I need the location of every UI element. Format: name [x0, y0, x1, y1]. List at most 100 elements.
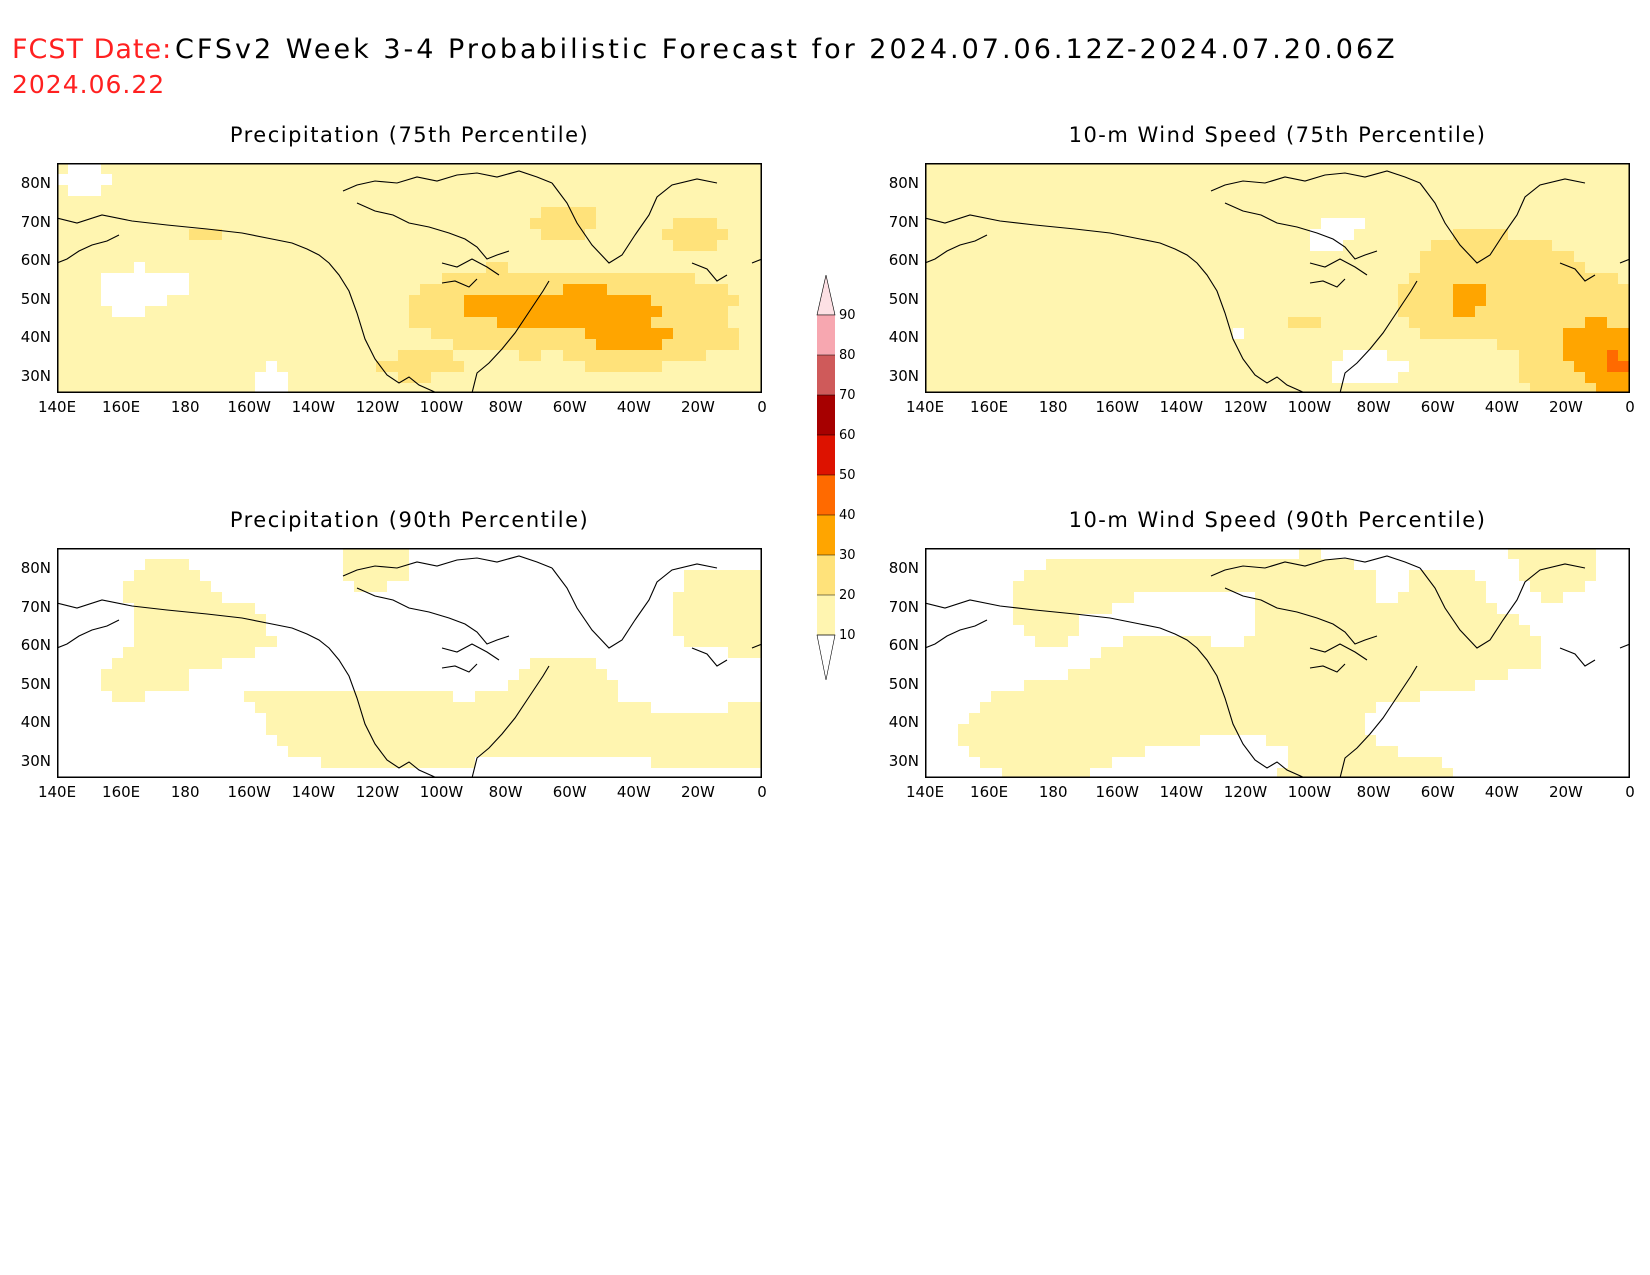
- lon-tick-label: 180: [1038, 398, 1068, 416]
- lat-tick-label: 70N: [888, 213, 919, 231]
- contour-fill: [57, 548, 762, 778]
- map-frame: [925, 163, 1630, 393]
- lon-tick-label: 100W: [1287, 783, 1332, 801]
- lon-tick-label: 160W: [227, 783, 271, 801]
- colorbar-segment: [817, 595, 835, 635]
- lat-tick-label: 80N: [888, 174, 919, 192]
- coastline: [57, 555, 762, 778]
- map-precip-90: [57, 548, 762, 778]
- panel-precip-90: Precipitation (90th Percentile): [57, 508, 762, 778]
- lat-tick-label: 80N: [888, 559, 919, 577]
- lon-tick-label: 40W: [1484, 398, 1519, 416]
- lon-tick-label: 80W: [1356, 783, 1391, 801]
- colorbar-level-label: 40: [839, 508, 856, 523]
- forecast-date: 2024.06.22: [12, 70, 166, 99]
- lat-tick-label: 60N: [888, 251, 919, 269]
- lat-tick-label: 40N: [888, 713, 919, 731]
- colorbar-segment: [817, 475, 835, 515]
- lon-tick-label: 40W: [616, 398, 651, 416]
- colorbar-segment: [817, 435, 835, 475]
- lon-tick-label: 140W: [291, 783, 336, 801]
- lon-tick-label: 160E: [970, 783, 1009, 801]
- lat-tick-label: 80N: [20, 559, 51, 577]
- lat-tick-label: 30N: [888, 752, 919, 770]
- lon-tick-label: 140E: [37, 398, 77, 416]
- panel-wind-75: 10-m Wind Speed (75th Percentile): [925, 123, 1630, 393]
- lon-tick-label: 140E: [37, 783, 77, 801]
- lon-tick-label: 140E: [905, 398, 945, 416]
- coastline: [57, 170, 762, 393]
- lon-tick-label: 120W: [355, 398, 400, 416]
- lat-tick-label: 60N: [888, 636, 919, 654]
- lat-tick-label: 50N: [888, 675, 919, 693]
- map-wind-75: [925, 163, 1630, 393]
- lat-tick-label: 70N: [20, 598, 51, 616]
- panel-wind-90: 10-m Wind Speed (90th Percentile): [925, 508, 1630, 778]
- lat-tick-label: 30N: [20, 752, 51, 770]
- lon-tick-label: 140E: [905, 783, 945, 801]
- lon-tick-label: 80W: [488, 398, 523, 416]
- colorbar-segment: [817, 395, 835, 435]
- colorbar-level-label: 20: [839, 588, 856, 603]
- lon-tick-label: 100W: [419, 398, 464, 416]
- page-title: CFSv2 Week 3-4 Probabilistic Forecast fo…: [175, 34, 1398, 65]
- contour-fill: [57, 163, 762, 393]
- lon-tick-label: 120W: [1223, 783, 1268, 801]
- lon-tick-label: 140W: [291, 398, 336, 416]
- lon-tick-label: 20W: [680, 783, 715, 801]
- lat-tick-label: 70N: [20, 213, 51, 231]
- colorbar-segment: [817, 515, 835, 555]
- lon-tick-label: 20W: [680, 398, 715, 416]
- lat-tick-label: 30N: [20, 367, 51, 385]
- lat-tick-label: 50N: [888, 290, 919, 308]
- lat-tick-label: 50N: [20, 675, 51, 693]
- contour-fill: [925, 163, 1630, 393]
- lon-tick-label: 60W: [1420, 398, 1455, 416]
- lon-tick-label: 120W: [355, 783, 400, 801]
- map-frame: [57, 548, 762, 778]
- lat-tick-label: 40N: [20, 328, 51, 346]
- lon-tick-label: 80W: [488, 783, 523, 801]
- colorbar-segment: [817, 315, 835, 355]
- map-precip-75: [57, 163, 762, 393]
- lon-tick-label: 160E: [102, 783, 141, 801]
- panel-title: 10-m Wind Speed (90th Percentile): [1068, 508, 1487, 532]
- lon-tick-label: 180: [1038, 783, 1068, 801]
- lon-tick-label: 40W: [616, 783, 651, 801]
- lon-tick-label: 180: [170, 398, 200, 416]
- lon-tick-label: 80W: [1356, 398, 1391, 416]
- lon-tick-label: 0: [1625, 398, 1635, 416]
- lon-tick-label: 100W: [1287, 398, 1332, 416]
- header-label: FCST Date:: [12, 34, 173, 65]
- coastline: [925, 555, 1630, 778]
- lat-tick-label: 30N: [888, 367, 919, 385]
- colorbar-level-label: 50: [839, 468, 856, 483]
- colorbar-level-label: 90: [839, 308, 856, 323]
- lat-tick-label: 40N: [20, 713, 51, 731]
- lat-tick-label: 60N: [20, 251, 51, 269]
- colorbar-top-arrow: [816, 275, 836, 316]
- panel-precip-75: Precipitation (75th Percentile): [57, 123, 762, 393]
- lon-tick-label: 60W: [1420, 783, 1455, 801]
- lat-tick-label: 80N: [20, 174, 51, 192]
- lon-tick-label: 140W: [1159, 398, 1204, 416]
- contour-fill: [925, 548, 1630, 778]
- panel-title: 10-m Wind Speed (75th Percentile): [1068, 123, 1487, 147]
- coastline: [925, 170, 1630, 393]
- lon-tick-label: 160E: [970, 398, 1009, 416]
- lon-tick-label: 60W: [552, 783, 587, 801]
- lon-tick-label: 160E: [102, 398, 141, 416]
- lon-tick-label: 160W: [1095, 398, 1139, 416]
- colorbar-bottom-arrow: [816, 634, 836, 681]
- colorbar: 10 20 30 40 50 60 70 80 90: [816, 275, 856, 681]
- map-frame: [57, 163, 762, 393]
- lat-tick-label: 60N: [20, 636, 51, 654]
- lon-tick-label: 120W: [1223, 398, 1268, 416]
- lon-tick-label: 160W: [1095, 783, 1139, 801]
- lon-tick-label: 0: [1625, 783, 1635, 801]
- lon-tick-label: 60W: [552, 398, 587, 416]
- panel-title: Precipitation (75th Percentile): [229, 123, 590, 147]
- colorbar-level-label: 70: [839, 388, 856, 403]
- lat-tick-label: 50N: [20, 290, 51, 308]
- lon-tick-label: 180: [170, 783, 200, 801]
